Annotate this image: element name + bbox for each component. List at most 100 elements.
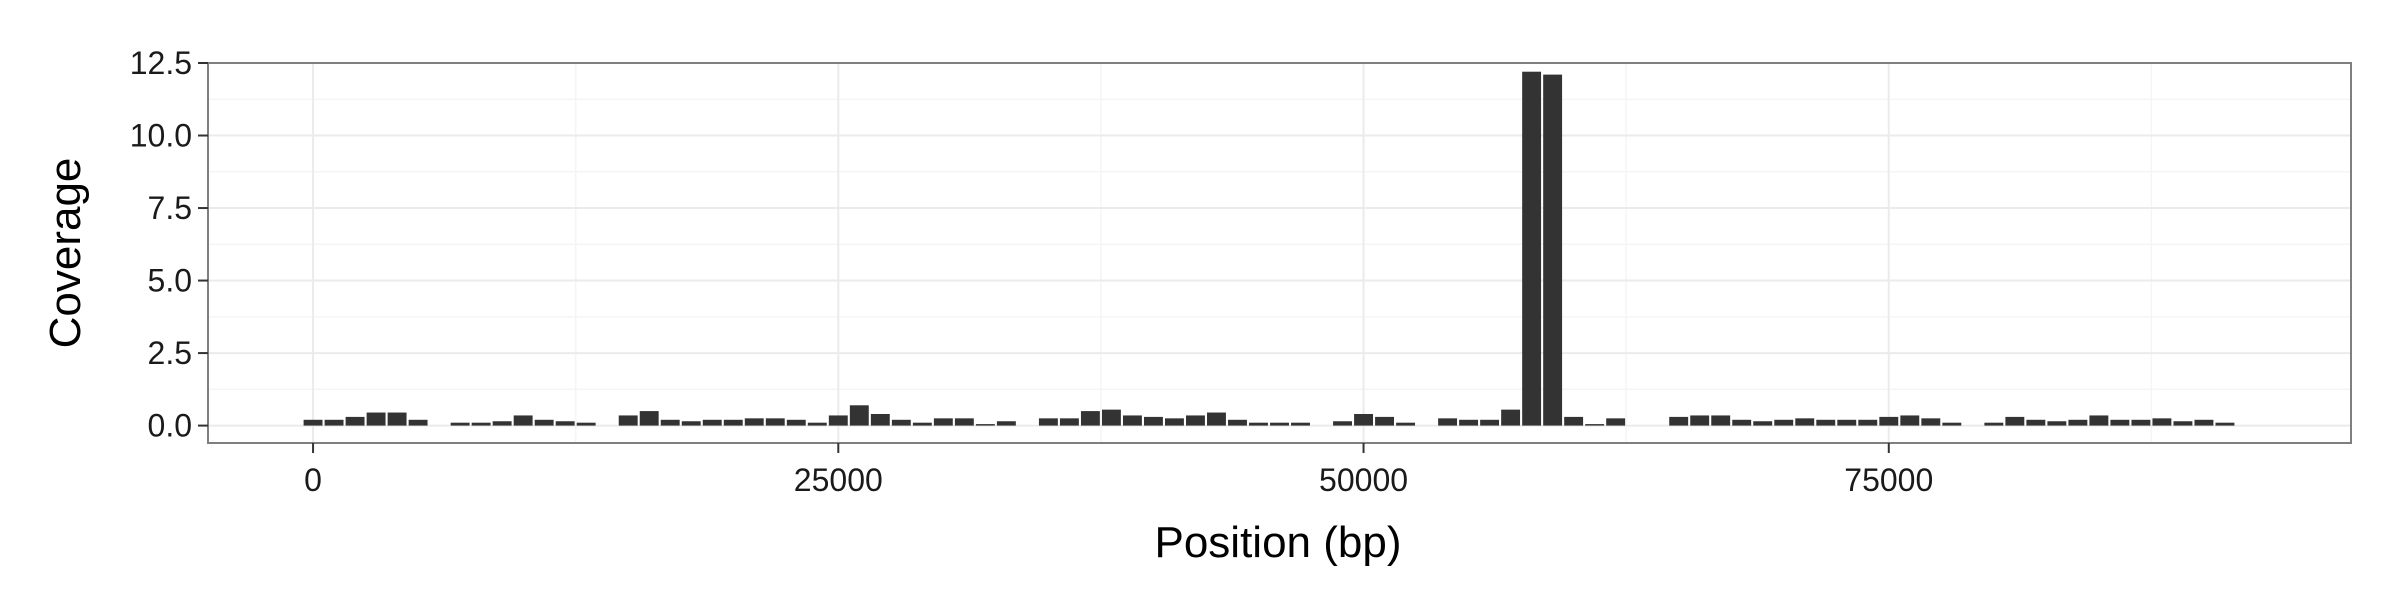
coverage-bar (870, 413, 890, 426)
panel-background (208, 63, 2351, 443)
coverage-bar (2068, 419, 2088, 426)
y-tick-label: 10.0 (130, 118, 192, 154)
coverage-bar (765, 418, 785, 426)
coverage-bar (1795, 418, 1815, 426)
coverage-bar (1354, 413, 1373, 426)
x-axis-title: Position (bp) (1154, 518, 1401, 567)
coverage-bar (2089, 415, 2109, 426)
coverage-bar (1606, 418, 1626, 426)
coverage-bar (471, 422, 491, 426)
coverage-bar (786, 419, 806, 426)
coverage-bar (1921, 418, 1941, 426)
coverage-bar (996, 421, 1016, 426)
y-tick-label: 0.0 (148, 408, 192, 444)
coverage-bar (849, 405, 869, 426)
coverage-bar (1270, 422, 1289, 426)
coverage-bar (1143, 416, 1163, 426)
coverage-bar (2005, 416, 2025, 426)
coverage-bar (1837, 419, 1857, 426)
coverage-bar (1164, 418, 1184, 426)
coverage-bar (975, 424, 995, 426)
coverage-bar (1669, 416, 1689, 426)
coverage-bar (1732, 419, 1752, 426)
coverage-bar (366, 412, 386, 426)
coverage-bar (450, 422, 470, 426)
x-tick-label: 50000 (1319, 462, 1408, 498)
coverage-bar (1816, 419, 1836, 426)
coverage-bar (345, 416, 365, 426)
coverage-bar (828, 415, 848, 426)
coverage-bar (1249, 422, 1268, 426)
coverage-bar (1585, 424, 1605, 426)
coverage-bar (408, 419, 428, 426)
coverage-bar (1101, 409, 1121, 426)
y-tick-label: 7.5 (148, 190, 192, 226)
coverage-bar (1753, 421, 1773, 426)
bar-series (303, 71, 2235, 426)
coverage-bar (1984, 422, 2004, 426)
coverage-bar (1080, 411, 1100, 426)
coverage-bar (1858, 419, 1878, 426)
coverage-bar (891, 419, 911, 426)
coverage-bar (2026, 419, 2046, 426)
coverage-bar (1291, 422, 1310, 426)
x-axis: 0 25000 50000 75000 (304, 443, 1933, 498)
y-tick-label: 5.0 (148, 263, 192, 299)
coverage-bar (1480, 419, 1500, 426)
coverage-bar (513, 415, 533, 426)
coverage-bar (1564, 416, 1584, 426)
coverage-bar (681, 421, 701, 426)
coverage-bar (1333, 421, 1352, 426)
coverage-bar (1774, 419, 1794, 426)
coverage-bar (1711, 415, 1731, 426)
coverage-bar (492, 421, 512, 426)
coverage-bar (2173, 421, 2193, 426)
y-tick-label: 12.5 (130, 45, 192, 81)
coverage-bar (1228, 419, 1247, 426)
coverage-bar (1879, 416, 1899, 426)
coverage-bar (1543, 74, 1563, 426)
coverage-bar (2152, 418, 2172, 426)
panel-border (207, 62, 2352, 444)
coverage-bar (1207, 412, 1226, 426)
coverage-bar (303, 419, 323, 426)
coverage-bar (1942, 422, 1962, 426)
coverage-bar (744, 418, 764, 426)
coverage-bar (1186, 415, 1205, 426)
coverage-bar (534, 419, 554, 426)
coverage-bar (639, 411, 659, 426)
coverage-bar (1396, 422, 1416, 426)
y-tick-label: 2.5 (148, 335, 192, 371)
coverage-bar (324, 419, 344, 426)
y-axis: 0.0 2.5 5.0 7.5 10.0 12.5 (130, 45, 208, 444)
coverage-bar (576, 422, 596, 426)
minor-gridlines (208, 63, 2351, 443)
coverage-bar (1059, 418, 1079, 426)
coverage-bar (2047, 421, 2067, 426)
coverage-bar (2131, 419, 2151, 426)
coverage-bar (723, 419, 743, 426)
x-tick-label: 75000 (1844, 462, 1933, 498)
coverage-bar (933, 418, 953, 426)
x-tick-label: 0 (304, 462, 322, 498)
coverage-bar (1501, 409, 1521, 426)
coverage-bar (660, 419, 680, 426)
coverage-bar (1375, 416, 1395, 426)
coverage-bar (555, 421, 575, 426)
coverage-bar (2194, 419, 2214, 426)
coverage-bar (1690, 415, 1710, 426)
coverage-bar (807, 422, 827, 426)
coverage-bar (1122, 415, 1142, 426)
coverage-bar (2110, 419, 2130, 426)
coverage-bar (387, 412, 407, 426)
coverage-bar (702, 419, 722, 426)
x-tick-label: 25000 (794, 462, 883, 498)
coverage-bar (1038, 418, 1058, 426)
coverage-bar (618, 415, 638, 426)
coverage-bar (912, 422, 932, 426)
coverage-bar (2215, 422, 2235, 426)
coverage-bar (1522, 71, 1542, 426)
coverage-bar (954, 418, 974, 426)
coverage-bar (1459, 419, 1479, 426)
